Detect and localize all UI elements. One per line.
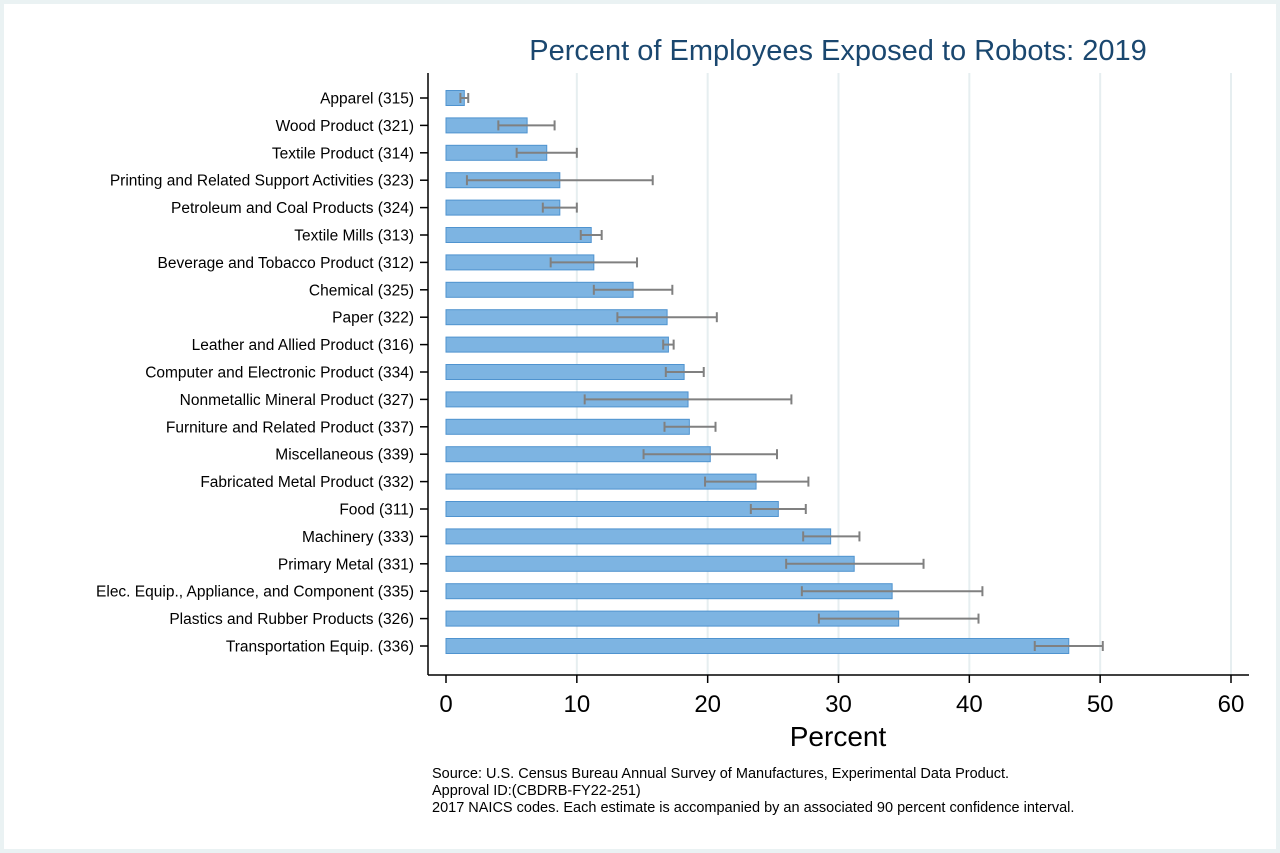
x-tick-label: 0 bbox=[439, 691, 452, 718]
category-label: Machinery (333) bbox=[302, 529, 414, 546]
category-label: Apparel (315) bbox=[320, 91, 414, 108]
category-label: Petroleum and Coal Products (324) bbox=[171, 200, 414, 217]
category-label: Furniture and Related Product (337) bbox=[166, 419, 414, 436]
category-label: Paper (322) bbox=[332, 310, 414, 327]
category-label: Food (311) bbox=[339, 502, 414, 519]
category-label: Computer and Electronic Product (334) bbox=[145, 365, 414, 382]
x-tick-label: 50 bbox=[1087, 691, 1114, 718]
bar bbox=[445, 528, 832, 545]
category-label: Wood Product (321) bbox=[276, 118, 414, 135]
category-label: Leather and Allied Product (316) bbox=[192, 337, 414, 354]
category-label: Textile Product (314) bbox=[272, 145, 414, 162]
category-label: Textile Mills (313) bbox=[294, 228, 414, 245]
x-tick-label: 20 bbox=[694, 691, 721, 718]
source-note: Source: U.S. Census Bureau Annual Survey… bbox=[432, 766, 1009, 782]
bar bbox=[445, 364, 685, 380]
naics-note: 2017 NAICS codes. Each estimate is accom… bbox=[432, 800, 1074, 816]
x-tick-label: 40 bbox=[956, 691, 983, 718]
x-tick-label: 60 bbox=[1218, 691, 1245, 718]
x-ticks: 0 10 20 30 40 50 60 bbox=[439, 675, 1244, 718]
category-labels: Apparel (315) Wood Product (321) Textile P… bbox=[96, 91, 428, 656]
category-label: Elec. Equip., Appliance, and Component (… bbox=[96, 584, 414, 601]
approval-note: Approval ID:(CBDRB-FY22-251) bbox=[432, 783, 641, 799]
chart-title: Percent of Employees Exposed to Robots: … bbox=[529, 35, 1146, 67]
category-label: Fabricated Metal Product (332) bbox=[200, 474, 414, 491]
bar bbox=[445, 418, 690, 435]
bar bbox=[445, 501, 779, 517]
gridlines bbox=[575, 73, 1232, 675]
x-tick-label: 10 bbox=[563, 691, 590, 718]
category-label: Primary Metal (331) bbox=[278, 556, 414, 573]
category-label: Chemical (325) bbox=[309, 282, 414, 299]
bars bbox=[445, 90, 1070, 654]
bar bbox=[445, 227, 592, 243]
bar bbox=[445, 638, 1070, 654]
bar bbox=[445, 336, 669, 353]
category-label: Transportation Equip. (336) bbox=[226, 639, 414, 656]
category-label: Miscellaneous (339) bbox=[275, 447, 414, 464]
x-tick-label: 30 bbox=[825, 691, 852, 718]
category-label: Printing and Related Support Activities … bbox=[110, 173, 414, 190]
x-axis-title: Percent bbox=[790, 721, 887, 752]
category-label: Beverage and Tobacco Product (312) bbox=[158, 255, 415, 272]
error-bars bbox=[459, 93, 1104, 651]
category-label: Nonmetallic Mineral Product (327) bbox=[180, 392, 414, 409]
category-label: Plastics and Rubber Products (326) bbox=[169, 611, 414, 628]
